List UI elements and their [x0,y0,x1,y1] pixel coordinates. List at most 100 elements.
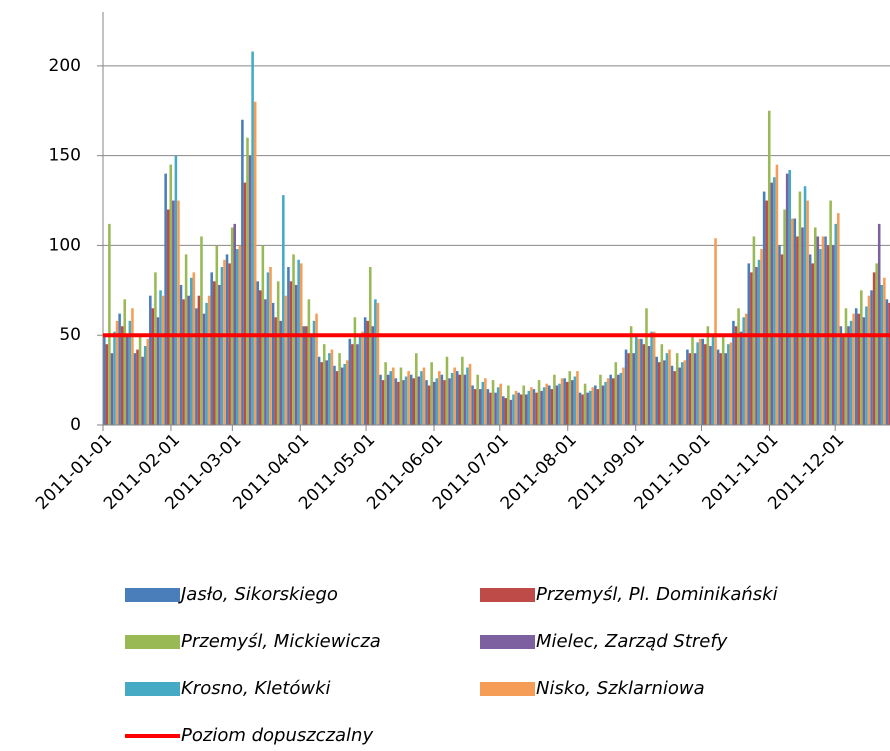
bar [514,390,518,425]
bar [292,254,295,425]
bar [744,313,748,425]
bar [491,380,495,425]
bar [243,182,247,425]
bar [333,365,336,425]
bar [806,200,809,425]
bar [785,173,789,425]
bar [522,385,525,425]
bar [824,236,827,425]
bar [665,353,669,425]
bar [386,374,390,425]
bar [138,335,142,425]
bar [358,335,362,425]
bar [425,380,428,425]
bar [750,272,753,425]
bar [259,290,262,425]
bar [583,383,587,425]
bar [512,394,515,425]
bar [535,392,538,425]
bar [248,155,252,426]
bar [307,299,311,425]
bar [499,383,502,425]
bar [379,374,382,425]
bar [821,236,825,425]
y-tick-label: 200 [49,56,81,76]
bar [852,313,855,425]
legend-label: Mielec, Zarząd Strefy [536,631,728,652]
bar [494,392,497,425]
legend-label: Krosno, Kletówki [181,678,331,699]
bar [688,353,692,425]
bar [698,338,702,425]
bar [284,295,288,425]
bar [803,186,807,425]
bar [328,353,331,425]
bar [588,390,592,425]
bar [320,362,323,425]
bar [223,259,226,425]
bar [793,218,797,425]
bar [468,363,472,425]
bar [202,313,206,425]
bar [857,313,861,425]
bar [453,367,456,425]
bar [108,223,111,425]
bar [762,191,766,425]
bar [440,374,444,425]
bar [149,295,152,425]
bar [627,353,630,425]
bar [773,177,776,425]
bar [210,272,213,425]
bar [154,272,157,425]
bar [647,345,651,425]
bar [195,308,198,425]
bar [673,371,676,425]
bar [883,277,886,425]
bar [555,385,559,425]
bar [504,398,508,425]
bar [640,338,643,425]
bar [338,353,341,425]
bar [151,308,155,425]
bar [839,326,843,425]
bar [330,349,334,425]
y-tick-label: 150 [49,146,81,166]
bar [870,290,873,425]
bar [253,101,257,426]
bar [678,367,682,425]
bar [471,385,474,425]
bar [509,399,513,425]
bar [765,200,768,425]
bar [123,299,127,425]
bar [601,385,605,425]
bar [696,342,699,425]
bar [172,200,175,425]
bar [269,266,272,425]
bar [844,308,848,425]
bar [294,284,298,425]
bar [166,209,170,425]
bar [264,299,267,425]
y-tick-label: 0 [70,415,81,435]
bar [565,381,569,425]
bar [599,374,602,425]
bar [445,356,449,425]
bar [389,371,393,425]
bar [888,302,890,425]
bar [716,349,720,425]
bar [397,381,400,425]
bar [225,254,229,425]
bar [519,394,523,425]
bar [624,349,628,425]
bar [120,326,124,425]
bar [458,374,462,425]
bar [340,367,344,425]
bar [381,380,385,425]
bar [415,353,418,425]
bar [729,342,733,425]
bar [435,378,439,425]
bar [880,284,884,425]
bar [865,306,868,425]
bar [348,338,352,425]
bar [683,360,687,425]
